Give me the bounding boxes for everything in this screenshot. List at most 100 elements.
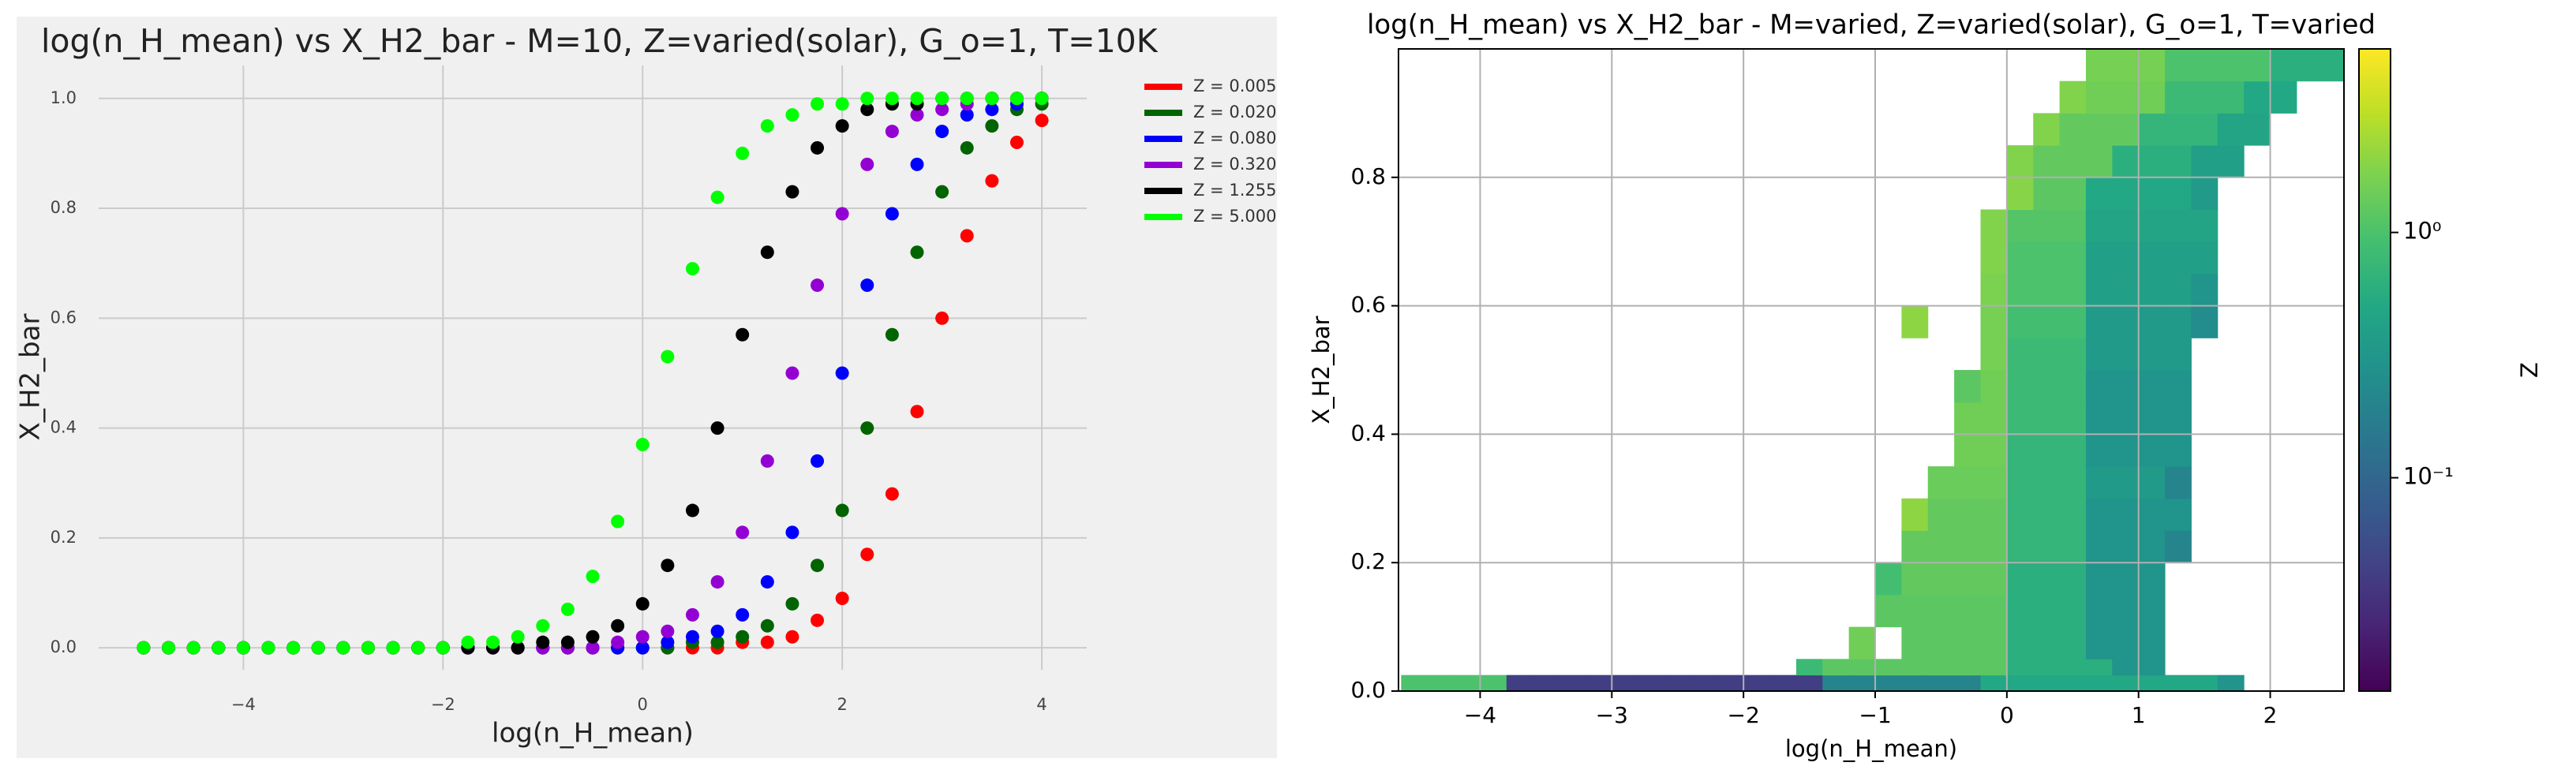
heatmap-cell	[1822, 674, 1850, 691]
heatmap-cell	[1980, 594, 2008, 628]
heatmap-cell	[2217, 674, 2245, 691]
data-point	[910, 92, 924, 106]
heatmap-cell	[1980, 305, 2008, 338]
data-point	[935, 311, 949, 325]
heatmap-cell	[2059, 241, 2087, 275]
heatmap-cell	[2138, 305, 2166, 338]
heatmap-cell	[1927, 626, 1955, 660]
heatmap-cell	[1506, 674, 1533, 691]
heatmap-cell	[1901, 530, 1929, 563]
data-point	[960, 140, 974, 155]
heatmap-cell	[2165, 338, 2192, 371]
data-point	[811, 454, 825, 468]
heatmap-cell	[1980, 338, 2008, 371]
data-point	[661, 349, 675, 364]
data-point	[661, 624, 675, 638]
y-axis-label: X_H2_bar	[15, 314, 47, 441]
data-point	[586, 630, 600, 644]
data-point	[935, 185, 949, 199]
data-point	[486, 635, 500, 649]
data-point	[736, 607, 750, 622]
data-point	[661, 635, 675, 649]
heatmap-cell	[2138, 241, 2166, 275]
heatmap-cell	[2006, 338, 2034, 371]
heatmap-cell	[1980, 273, 2008, 307]
heatmap-cell	[1980, 674, 2008, 691]
data-point	[835, 207, 849, 221]
x-tick-label: −2	[1728, 702, 1760, 728]
x-tick-label: −2	[431, 695, 455, 714]
data-point	[635, 437, 650, 451]
heatmap-cell	[2085, 370, 2113, 403]
data-point	[1009, 135, 1024, 149]
legend-label: Z = 0.080	[1193, 129, 1276, 148]
data-point	[860, 157, 874, 171]
data-point	[736, 327, 750, 342]
heatmap-cell	[1980, 626, 2008, 660]
heatmap-cell	[1848, 659, 1876, 676]
data-point	[835, 97, 849, 111]
data-point	[760, 245, 774, 260]
data-point	[935, 103, 949, 117]
heatmap-cell	[2112, 113, 2140, 146]
legend-label: Z = 0.320	[1193, 155, 1276, 174]
heatmap-cell	[2033, 273, 2061, 307]
data-point	[985, 119, 999, 133]
heatmap-cell	[2138, 370, 2166, 403]
heatmap-cell	[1954, 626, 1981, 660]
heatmap-cell	[2138, 626, 2166, 660]
data-point	[1035, 92, 1049, 106]
heatmap-cell	[2138, 530, 2166, 563]
heatmap-cell	[2085, 49, 2113, 82]
data-point	[710, 624, 724, 638]
data-point	[860, 278, 874, 293]
data-point	[811, 140, 825, 155]
heatmap-cell	[1954, 594, 1981, 628]
heatmap-cell	[2112, 498, 2140, 531]
heatmap-cell	[2112, 674, 2140, 691]
data-point	[635, 630, 650, 644]
heatmap-cell	[2059, 209, 2087, 242]
heatmap-cell	[1927, 562, 1955, 596]
legend-label: Z = 1.255	[1193, 181, 1276, 200]
heatmap-cell	[2085, 498, 2113, 531]
data-point	[985, 174, 999, 188]
data-point	[536, 635, 550, 649]
heatmap-cell	[1848, 674, 1876, 691]
heatmap-cell	[2059, 562, 2087, 596]
heatmap-cell	[2112, 659, 2140, 676]
heatmap-cell	[2112, 626, 2140, 660]
data-point	[685, 262, 699, 276]
heatmap-cell	[2165, 49, 2192, 82]
heatmap-cell	[2296, 49, 2323, 82]
heatmap-cell	[2006, 530, 2034, 563]
heatmap-cell	[2085, 80, 2113, 114]
heatmap-cell	[2138, 498, 2166, 531]
data-point	[162, 641, 176, 655]
heatmap-cell	[2112, 273, 2140, 307]
heatmap-cell	[1901, 305, 1929, 338]
heatmap-cell	[2033, 674, 2061, 691]
heatmap-cell	[2059, 466, 2087, 499]
data-point	[236, 641, 250, 655]
heatmap-cell	[2112, 49, 2140, 82]
heatmap-cell	[2191, 177, 2218, 210]
data-point	[186, 641, 200, 655]
heatmap-cell	[2006, 434, 2034, 467]
data-point	[336, 641, 350, 655]
data-point	[860, 421, 874, 435]
data-point	[560, 602, 575, 616]
heatmap-cell	[2138, 434, 2166, 467]
heatmap-cell	[2085, 674, 2113, 691]
heatmap-cell	[1980, 659, 2008, 676]
data-point	[685, 503, 699, 518]
heatmap-cell	[2112, 209, 2140, 242]
heatmap-cell	[2165, 209, 2192, 242]
data-point	[785, 596, 799, 611]
data-point	[910, 245, 924, 260]
heatmap-cell	[2006, 241, 2034, 275]
data-point	[785, 108, 799, 122]
data-point	[760, 575, 774, 589]
data-point	[885, 207, 899, 221]
heatmap-cell	[2112, 338, 2140, 371]
